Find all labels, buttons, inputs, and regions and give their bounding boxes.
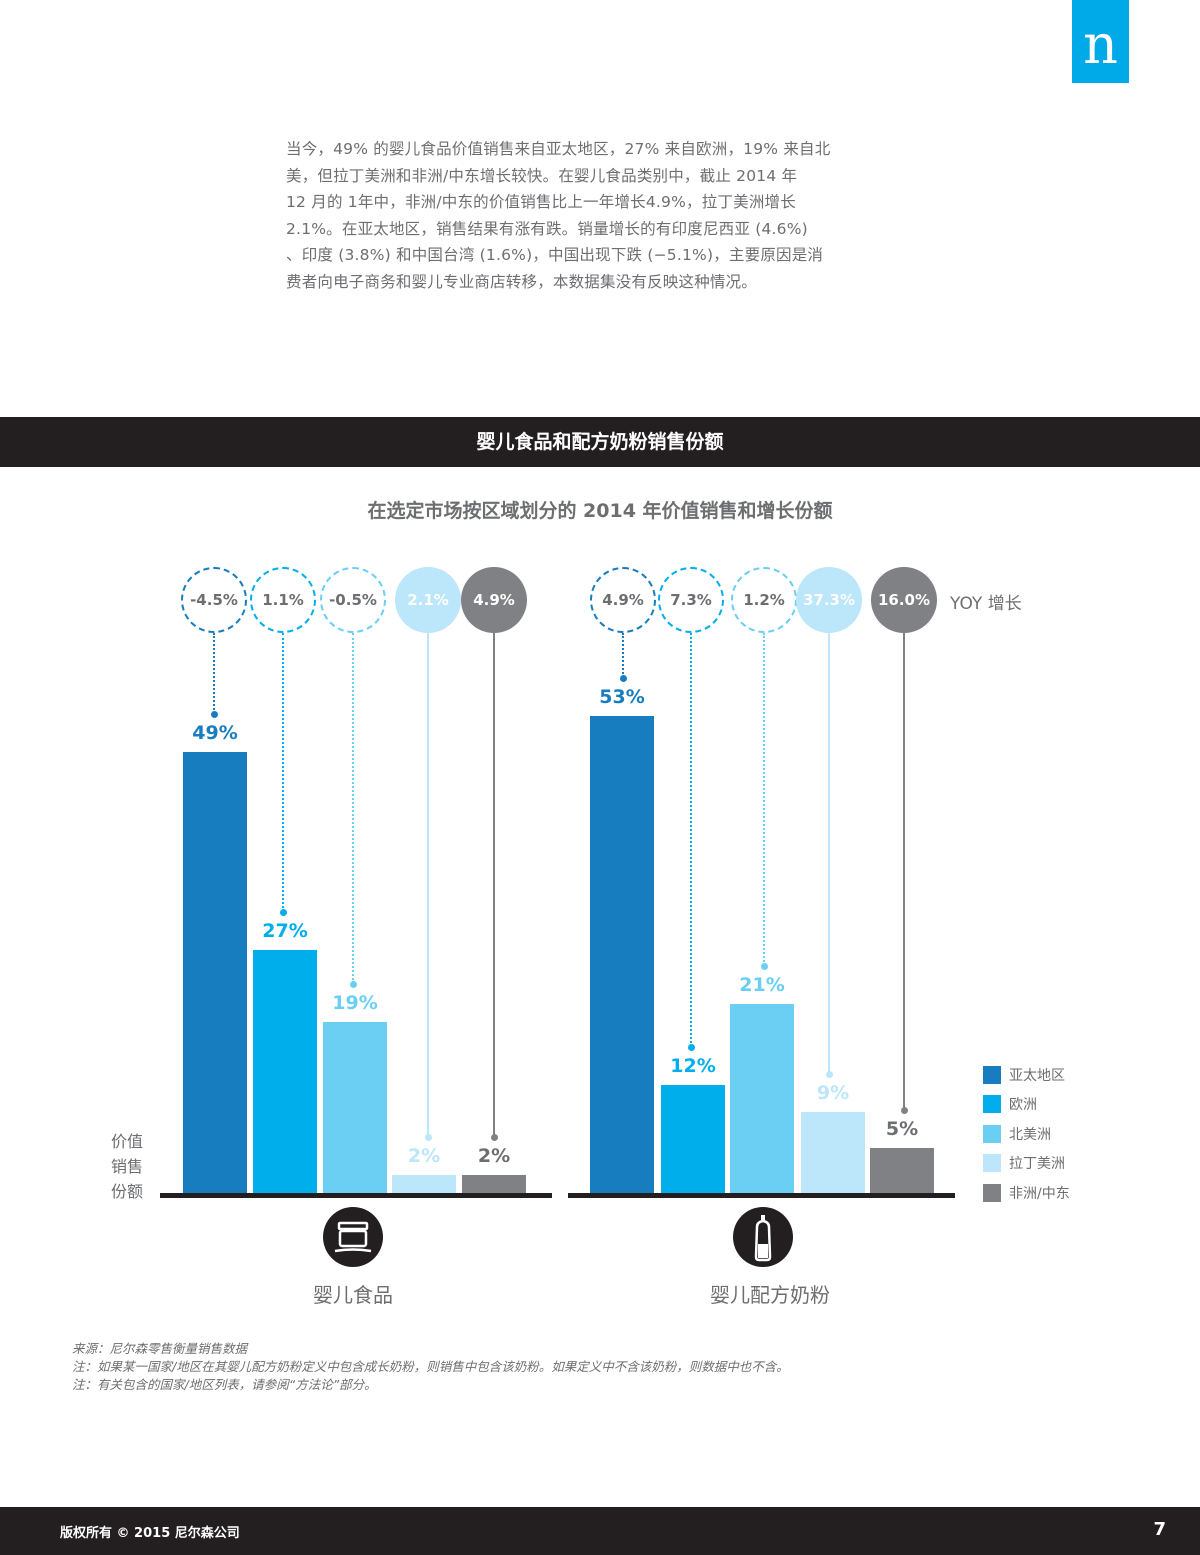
- intro-paragraph: 当今，49% 的婴儿食品价值销售来自亚太地区，27% 来自欧洲，19% 来自北 …: [286, 136, 926, 295]
- logo-glyph: n: [1083, 13, 1118, 76]
- x-axis-line: [568, 1193, 955, 1198]
- connector-dot: [900, 1107, 908, 1114]
- note-line: 来源：尼尔森零售衡量销售数据: [72, 1341, 248, 1356]
- y-axis-label-line: 价值: [110, 1132, 143, 1151]
- note-line: 注：如果某一国家/地区在其婴儿配方奶粉定义中包含成长奶粉，则销售中包含该奶粉。如…: [72, 1359, 789, 1374]
- intro-line: 费者向电子商务和婴儿专业商店转移，本数据集没有反映这种情况。: [286, 272, 758, 291]
- legend-label: 北美洲: [1009, 1126, 1051, 1143]
- y-axis-label-line: 销售: [110, 1157, 143, 1176]
- connector-dot: [619, 675, 627, 682]
- bar-value-label: 2%: [477, 1145, 511, 1167]
- bar: [323, 1022, 387, 1193]
- connector-line: [763, 633, 765, 966]
- section-title: 婴儿食品和配方奶粉销售份额: [0, 417, 1200, 467]
- category-label-baby-food: 婴儿食品: [313, 1283, 393, 1307]
- legend-swatch: [983, 1183, 1001, 1202]
- connector-line: [282, 633, 284, 912]
- yoy-growth-badge: -0.5%: [320, 567, 386, 633]
- yoy-growth-badge: -4.5%: [181, 567, 247, 633]
- intro-line: 当今，49% 的婴儿食品价值销售来自亚太地区，27% 来自欧洲，19% 来自北: [286, 140, 831, 158]
- bar: [392, 1175, 456, 1193]
- yoy-growth-badge: 37.3%: [796, 567, 862, 633]
- connector-dot: [490, 1134, 498, 1141]
- connector-line: [352, 633, 354, 984]
- connector-dot: [687, 1044, 695, 1051]
- yoy-growth-badge: 1.2%: [731, 567, 797, 633]
- bar: [730, 1004, 794, 1193]
- intro-line: 12 月的 1年中，非洲/中东的价值销售比上一年增长4.9%，拉丁美洲增长: [286, 193, 796, 211]
- connector-line: [828, 633, 830, 1074]
- bar: [253, 950, 317, 1193]
- baby-food-jar-icon: [323, 1207, 383, 1267]
- legend-item: 北美洲: [983, 1119, 1070, 1149]
- category-label-infant-formula: 婴儿配方奶粉: [710, 1283, 830, 1307]
- bar: [462, 1175, 526, 1193]
- connector-dot: [279, 909, 287, 916]
- bar-value-label: 5%: [885, 1118, 919, 1140]
- connector-line: [622, 633, 624, 678]
- yoy-growth-badge: 2.1%: [395, 567, 461, 633]
- connector-dot: [825, 1071, 833, 1078]
- source-notes: 来源：尼尔森零售衡量销售数据 注：如果某一国家/地区在其婴儿配方奶粉定义中包含成…: [72, 1340, 789, 1394]
- y-axis-label-line: 份额: [110, 1182, 143, 1201]
- copyright: 版权所有 © 2015 尼尔森公司: [60, 1526, 240, 1541]
- page-number: 7: [1153, 1519, 1166, 1540]
- legend-item: 欧洲: [983, 1090, 1070, 1120]
- connector-line: [213, 633, 215, 714]
- baby-bottle-icon: [733, 1207, 793, 1267]
- connector-line: [903, 633, 905, 1110]
- bar: [801, 1112, 865, 1193]
- bar-value-label: 19%: [332, 992, 378, 1014]
- yoy-growth-badge: 4.9%: [590, 567, 656, 633]
- yoy-growth-badge: 4.9%: [461, 567, 527, 633]
- bar-value-label: 53%: [599, 686, 645, 708]
- note-line: 注：有关包含的国家/地区列表，请参阅“方法论”部分。: [72, 1377, 377, 1392]
- legend-item: 拉丁美洲: [983, 1149, 1070, 1179]
- bar: [183, 752, 247, 1193]
- legend-swatch: [983, 1065, 1001, 1084]
- connector-dot: [210, 711, 218, 718]
- yoy-growth-badge: 16.0%: [871, 567, 937, 633]
- intro-line: 美，但拉丁美洲和非洲/中东增长较快。在婴儿食品类别中，截止 2014 年: [286, 166, 798, 185]
- bar-value-label: 27%: [262, 920, 308, 942]
- nielsen-logo: n: [1072, 0, 1129, 83]
- legend-label: 拉丁美洲: [1009, 1156, 1065, 1173]
- intro-line: 2.1%。在亚太地区，销售结果有涨有跌。销量增长的有印度尼西亚 (4.6%): [286, 219, 808, 238]
- page-footer: 版权所有 © 2015 尼尔森公司 7: [0, 1507, 1200, 1555]
- bar: [870, 1148, 934, 1193]
- y-axis-label: 价值 销售 份额: [100, 1129, 154, 1204]
- bar: [590, 716, 654, 1193]
- connector-line: [427, 633, 429, 1137]
- connector-dot: [349, 981, 357, 988]
- x-axis-line: [160, 1193, 552, 1198]
- bar-value-label: 12%: [670, 1055, 716, 1077]
- bar: [661, 1085, 725, 1193]
- legend-label: 非洲/中东: [1009, 1185, 1070, 1202]
- connector-line: [493, 633, 495, 1137]
- legend-swatch: [983, 1095, 1001, 1114]
- bar-value-label: 21%: [739, 974, 785, 996]
- connector-dot: [760, 963, 768, 970]
- connector-dot: [424, 1134, 432, 1141]
- legend-swatch: [983, 1124, 1001, 1143]
- legend-label: 亚太地区: [1009, 1067, 1065, 1084]
- intro-line: 、印度 (3.8%) 和中国台湾 (1.6%)，中国出现下跌 (−5.1%)，主…: [286, 246, 824, 264]
- legend-item: 亚太地区: [983, 1060, 1070, 1090]
- legend-swatch: [983, 1154, 1001, 1173]
- bar-value-label: 9%: [816, 1082, 850, 1104]
- chart-subtitle: 在选定市场按区域划分的 2014 年价值销售和增长份额: [367, 500, 833, 522]
- legend-label: 欧洲: [1009, 1097, 1037, 1114]
- legend-item: 非洲/中东: [983, 1178, 1070, 1208]
- connector-line: [690, 633, 692, 1047]
- bar-value-label: 49%: [192, 722, 238, 744]
- yoy-growth-badge: 1.1%: [250, 567, 316, 633]
- yoy-growth-label: YOY 增长: [950, 594, 1022, 614]
- yoy-growth-badge: 7.3%: [658, 567, 724, 633]
- bar-value-label: 2%: [407, 1145, 441, 1167]
- chart-legend: 亚太地区 欧洲 北美洲 拉丁美洲 非洲/中东: [983, 1060, 1070, 1208]
